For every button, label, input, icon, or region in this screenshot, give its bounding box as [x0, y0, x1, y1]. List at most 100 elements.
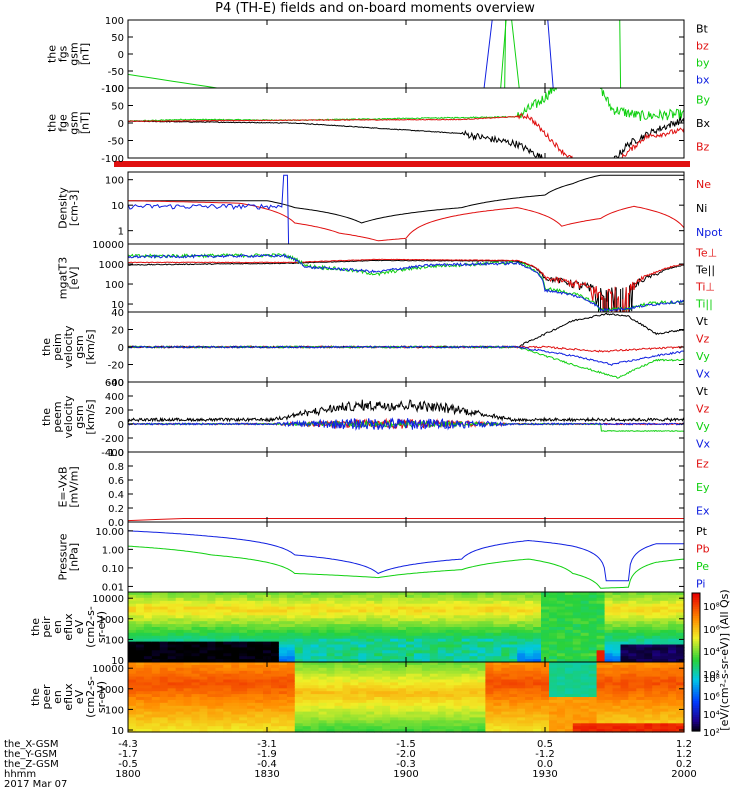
heat-cell: [564, 612, 574, 616]
heat-cell: [628, 635, 637, 640]
heat-cell: [135, 688, 145, 692]
heat-cell: [215, 644, 224, 648]
heat-cell: [604, 638, 614, 643]
heat-cell: [493, 629, 502, 634]
panel-frame: [127, 19, 685, 89]
heat-cell: [469, 717, 478, 721]
heat-cell: [239, 711, 248, 716]
heat-cell: [135, 647, 145, 651]
y-axis-label: peir: [40, 616, 53, 638]
heat-cell: [398, 673, 407, 678]
heat-cell: [604, 597, 614, 602]
heat-cell: [167, 676, 177, 681]
heat-cell: [421, 644, 431, 648]
heat-cell: [604, 624, 614, 628]
heat-cell: [413, 729, 423, 733]
ytick-label: -50: [108, 137, 124, 148]
heat-cell: [636, 597, 645, 602]
heat-cell: [239, 664, 248, 669]
heat-cell: [429, 676, 439, 681]
heat-cell: [366, 600, 375, 605]
heat-cell: [485, 650, 494, 654]
heat-cell: [533, 638, 542, 643]
heat-cell: [660, 644, 669, 648]
heat-cell: [556, 594, 566, 599]
heat-cell: [564, 603, 574, 608]
heat-cell: [437, 685, 447, 689]
heat-cell: [501, 659, 510, 663]
heat-cell: [509, 662, 518, 666]
heat-cell: [501, 656, 510, 660]
heat-cell: [151, 597, 161, 602]
heat-cell: [151, 705, 161, 710]
heat-cell: [533, 597, 542, 602]
heat-cell: [207, 621, 216, 625]
heat-cell: [437, 708, 447, 713]
heat-cell: [461, 679, 471, 683]
heat-cell: [556, 697, 566, 701]
heat-cell: [445, 699, 455, 704]
heat-cell: [580, 702, 590, 707]
heat-cell: [406, 711, 415, 716]
heat-cell: [358, 627, 367, 631]
heat-cell: [183, 656, 193, 660]
heat-cell: [135, 615, 145, 619]
heat-cell: [255, 618, 264, 622]
heat-cell: [310, 688, 320, 692]
heat-cell: [628, 685, 637, 689]
heat-cell: [493, 717, 502, 721]
heat-cell: [676, 641, 685, 646]
ytick-label: 0: [118, 343, 124, 354]
heat-cell: [644, 627, 653, 631]
heat-cell: [596, 688, 606, 692]
heat-cell: [517, 635, 526, 640]
heat-cell: [620, 697, 629, 701]
heat-cell: [501, 667, 510, 672]
heat-cell: [652, 653, 661, 657]
heat-cell: [628, 653, 637, 657]
heat-cell: [199, 629, 208, 634]
heat-cell: [580, 635, 590, 640]
heat-cell: [644, 694, 653, 698]
heat-cell: [398, 659, 407, 663]
heat-cell: [509, 729, 518, 733]
heat-cell: [294, 697, 304, 701]
heat-cell: [151, 673, 161, 678]
heat-cell: [469, 653, 478, 657]
heat-cell: [461, 659, 471, 663]
heat-cell: [286, 594, 296, 599]
heat-cell: [644, 705, 653, 710]
heat-cell: [445, 705, 455, 710]
heat-cell: [429, 702, 439, 707]
heat-cell: [469, 685, 478, 689]
heat-cell: [612, 592, 621, 596]
heat-cell: [477, 697, 486, 701]
heat-cell: [668, 729, 677, 733]
heat-cell: [413, 603, 423, 608]
heat-cell: [620, 600, 629, 605]
heat-cell: [191, 682, 200, 686]
heat-cell: [334, 635, 343, 640]
heat-cell: [413, 635, 423, 640]
heat-cell: [588, 679, 598, 683]
heat-cell: [636, 592, 645, 596]
heat-cell: [247, 662, 256, 666]
heat-cell: [406, 662, 415, 666]
heat-cell: [191, 659, 200, 663]
heat-cell: [310, 656, 320, 660]
heat-cell: [318, 711, 328, 716]
heat-cell: [366, 679, 375, 683]
heat-cell: [596, 656, 606, 660]
heat-cell: [628, 708, 637, 713]
heat-cell: [302, 664, 312, 669]
heat-cell: [223, 627, 232, 631]
heat-cell: [143, 676, 153, 681]
heat-cell: [533, 627, 542, 631]
heat-cell: [382, 697, 391, 701]
heat-cell: [413, 708, 423, 713]
heat-cell: [231, 667, 240, 672]
heat-cell: [207, 659, 216, 663]
heat-cell: [413, 699, 423, 704]
heat-cell: [382, 606, 391, 611]
heat-cell: [525, 656, 534, 660]
